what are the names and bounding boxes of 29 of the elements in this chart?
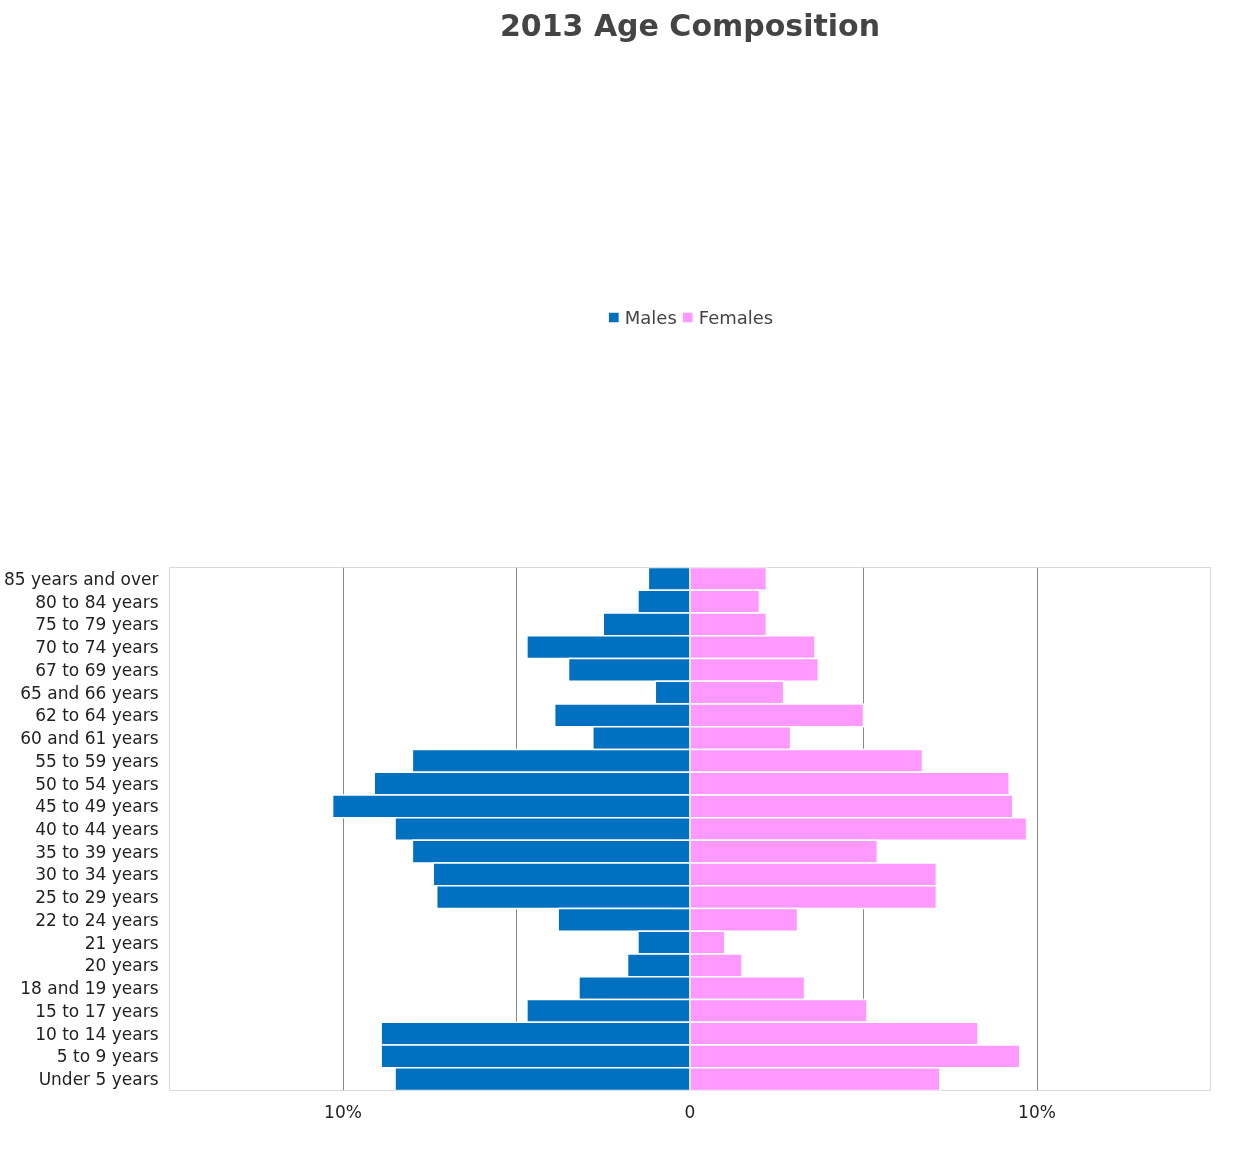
legend-label: Males bbox=[624, 306, 677, 328]
y-tick-label: 67 to 69 years bbox=[35, 659, 159, 680]
y-tick-label: 80 to 84 years bbox=[35, 591, 159, 612]
y-tick-label: 5 to 9 years bbox=[56, 1046, 159, 1067]
y-tick-label: 10 to 14 years bbox=[35, 1023, 159, 1044]
x-tick-label: 10% bbox=[324, 1101, 362, 1122]
y-tick-label: Under 5 years bbox=[38, 1069, 159, 1090]
y-tick-label: 50 to 54 years bbox=[35, 773, 159, 794]
y-tick-label: 25 to 29 years bbox=[35, 887, 159, 908]
y-tick-label: 18 and 19 years bbox=[20, 978, 159, 999]
y-tick-label: 75 to 79 years bbox=[35, 614, 159, 635]
y-tick-label: 20 years bbox=[84, 955, 159, 976]
x-tick-label: 10% bbox=[1018, 1101, 1056, 1122]
y-tick-label: 21 years bbox=[84, 932, 159, 953]
y-tick-label: 35 to 39 years bbox=[35, 841, 159, 862]
x-tick-label: 0 bbox=[684, 1101, 696, 1122]
y-tick-label: 65 and 66 years bbox=[20, 682, 159, 703]
chart-title: 2013 Age Composition bbox=[499, 7, 881, 43]
y-tick-label: 45 to 49 years bbox=[35, 796, 159, 817]
y-tick-label: 15 to 17 years bbox=[35, 1000, 159, 1021]
y-tick-label: 30 to 34 years bbox=[35, 864, 159, 885]
y-tick-label: 60 and 61 years bbox=[20, 728, 159, 749]
legend-label: Females bbox=[698, 306, 774, 328]
y-tick-label: 22 to 24 years bbox=[35, 909, 159, 930]
y-tick-label: 40 to 44 years bbox=[35, 819, 159, 839]
y-tick-label: 70 to 74 years bbox=[35, 637, 159, 658]
y-tick-label: 62 to 64 years bbox=[35, 705, 159, 726]
y-tick-label: 55 to 59 years bbox=[35, 750, 159, 771]
y-tick-label: 85 years and over bbox=[3, 568, 159, 589]
